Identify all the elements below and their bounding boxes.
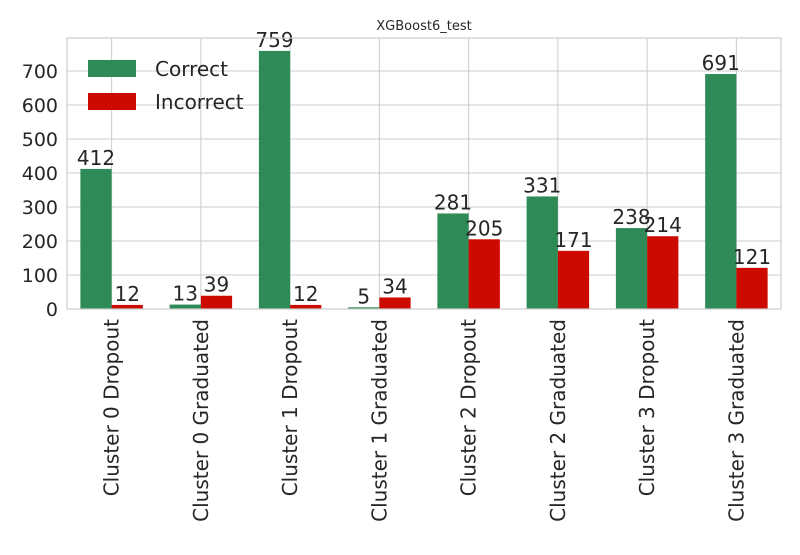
x-tick-label: Cluster 1 Graduated [367,319,391,522]
legend: Correct Incorrect [88,57,244,114]
data-label: 214 [644,213,682,237]
bar-correct [80,168,112,309]
legend-swatch [88,60,136,77]
bar-incorrect [111,304,143,309]
data-label: 5 [357,284,370,308]
data-label: 13 [173,282,198,306]
x-tick-label: Cluster 2 Dropout [457,319,481,496]
bar-correct [258,50,291,309]
y-tick-label: 100 [22,265,58,287]
y-tick-label: 400 [22,163,58,185]
bar-correct [348,307,380,309]
plot-frame [66,37,782,310]
x-axis: Cluster 0 Dropout Cluster 0 Graduated Clus… [100,319,749,522]
bar-incorrect [200,295,233,309]
bars [80,50,768,309]
data-label: 12 [115,282,140,306]
y-tick-label: 300 [22,197,58,219]
data-label: 34 [382,274,407,298]
y-tick-label: 0 [46,299,58,321]
data-label: 121 [733,245,771,269]
bar-incorrect [647,236,679,309]
chart-title: XGBoost6_test [376,19,471,34]
data-label: 238 [612,205,650,229]
x-tick-label: Cluster 3 Dropout [635,319,659,496]
bar-correct [437,213,469,309]
data-label: 171 [554,228,592,252]
bar-correct [615,228,648,309]
legend-label: Correct [155,57,228,81]
bar-incorrect [290,304,322,309]
y-tick-label: 700 [22,61,58,83]
bar-correct [526,196,558,309]
bar-correct [705,74,737,309]
data-labels: 412 13 759 5 281 331 238 691 12 39 12 34 205 171 214 12… [77,28,771,308]
y-tick-label: 200 [22,231,58,253]
data-label: 691 [702,51,740,75]
x-tick-label: Cluster 0 Graduated [189,319,213,522]
data-label: 331 [523,173,561,197]
y-tick-label: 500 [22,129,58,151]
x-tick-label: Cluster 3 Graduated [724,319,748,522]
x-tick-label: Cluster 1 Dropout [278,319,302,496]
legend-label: Incorrect [155,90,244,114]
x-tick-label: Cluster 2 Graduated [546,319,570,522]
data-label: 205 [465,216,503,240]
bar-incorrect [557,250,590,309]
bar-incorrect [379,297,411,309]
data-label: 281 [434,190,472,214]
data-label: 759 [255,28,293,52]
bar-correct [169,304,201,309]
x-tick-label: Cluster 0 Dropout [100,319,124,496]
data-label: 12 [293,282,318,306]
data-label: 39 [204,273,229,297]
legend-swatch [88,93,136,110]
y-tick-label: 600 [22,95,58,117]
data-label: 412 [77,146,115,170]
bar-incorrect [468,239,500,309]
bar-incorrect [736,267,768,309]
y-axis: 0 100 200 300 400 500 600 700 [22,61,58,321]
